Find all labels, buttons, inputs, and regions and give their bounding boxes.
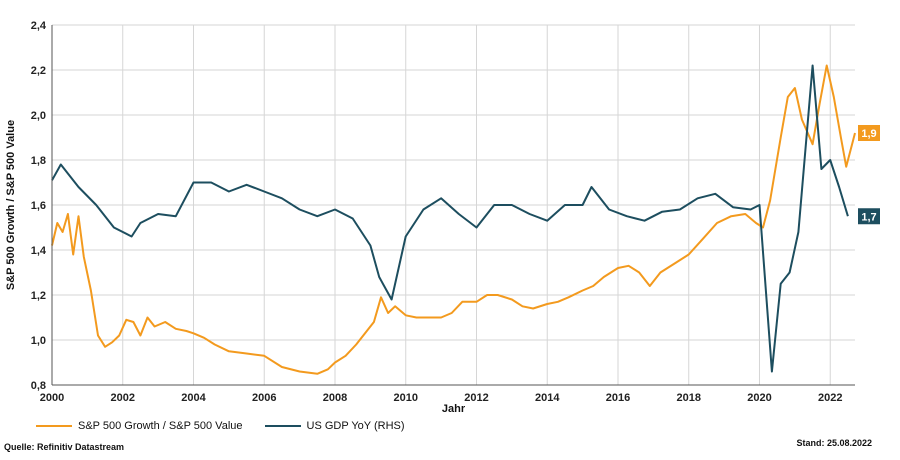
- x-tick-label: 2004: [181, 392, 206, 404]
- x-tick-label: 2020: [747, 392, 771, 404]
- x-tick-label: 2006: [252, 392, 276, 404]
- end-value-label: 1,7: [861, 211, 876, 223]
- x-tick-label: 2022: [818, 392, 842, 404]
- legend: S&P 500 Growth / S&P 500 Value US GDP Yo…: [36, 420, 405, 432]
- y-tick-label: 2,4: [31, 20, 47, 32]
- y-tick-label: 1,6: [31, 200, 46, 212]
- y-tick-label: 1,2: [31, 290, 46, 302]
- x-tick-label: 2010: [394, 392, 418, 404]
- x-tick-label: 2008: [323, 392, 347, 404]
- end-value-label: 1,9: [861, 128, 876, 140]
- legend-swatch-growth-value: [36, 425, 72, 427]
- axes: 0,8 1,0 1,2 1,4 1,6 1,8 2,0 2,2 2,4 2000 2002 2004 2…: [31, 20, 855, 404]
- source-note: Quelle: Refinitiv Datastream: [4, 442, 125, 452]
- x-axis-title: Jahr: [442, 403, 466, 415]
- legend-item-growth-value: S&P 500 Growth / S&P 500 Value: [36, 420, 243, 432]
- y-tick-label: 1,0: [31, 335, 46, 347]
- end-value-badge: [858, 125, 880, 141]
- x-tick-label: 2000: [40, 392, 64, 404]
- gridlines: [51, 24, 855, 386]
- x-tick-label: 2016: [606, 392, 630, 404]
- legend-item-gdp: US GDP YoY (RHS): [264, 420, 405, 432]
- growth-value-line: [51, 64, 856, 375]
- series-layer: [51, 64, 856, 375]
- legend-label-gdp: US GDP YoY (RHS): [306, 420, 405, 432]
- x-tick-label: 2012: [464, 392, 488, 404]
- x-tick-label: 2014: [535, 392, 560, 404]
- x-tick-label: 2018: [676, 392, 700, 404]
- y-tick-label: 1,4: [31, 245, 47, 257]
- gdp-line: [51, 64, 849, 373]
- end-labels: 1,9 1,7: [858, 125, 880, 225]
- end-value-badge: [858, 208, 880, 225]
- legend-label-growth-value: S&P 500 Growth / S&P 500 Value: [78, 420, 243, 432]
- date-note: Stand: 25.08.2022: [796, 438, 872, 448]
- y-tick-label: 2,0: [31, 110, 46, 122]
- legend-swatch-gdp: [264, 425, 301, 427]
- y-axis-title: S&P 500 Growth / S&P 500 Value: [5, 120, 17, 290]
- y-tick-label: 2,2: [31, 65, 46, 77]
- x-tick-label: 2002: [111, 392, 135, 404]
- y-tick-label: 0,8: [31, 380, 46, 392]
- y-tick-label: 1,8: [31, 155, 46, 167]
